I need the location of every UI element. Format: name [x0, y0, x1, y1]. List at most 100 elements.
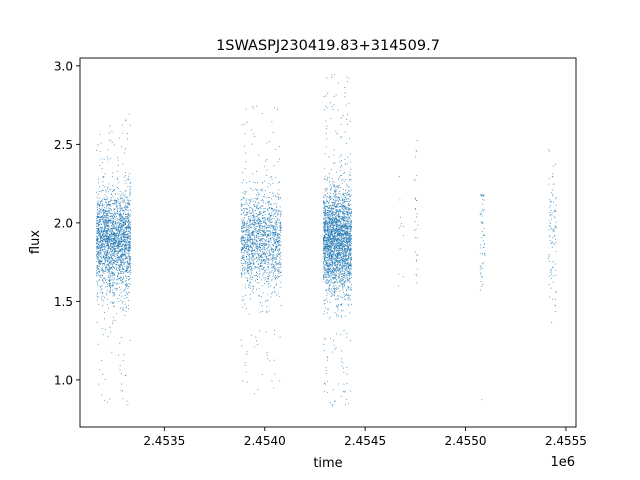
data-point [323, 262, 324, 264]
data-point [120, 228, 122, 229]
data-point [329, 248, 331, 250]
data-point [336, 279, 337, 281]
data-point [96, 220, 98, 222]
data-point [110, 228, 112, 230]
data-point [126, 249, 128, 251]
data-point [332, 256, 334, 258]
data-point [344, 249, 346, 251]
data-point [125, 231, 127, 232]
data-point [257, 224, 259, 226]
data-point [125, 227, 127, 229]
data-point [350, 263, 352, 265]
data-point [338, 193, 340, 195]
data-point [122, 268, 124, 269]
data-point [349, 213, 351, 214]
data-point [273, 213, 275, 215]
data-point [114, 273, 115, 275]
data-point [248, 218, 249, 220]
data-point [116, 251, 118, 253]
data-point [125, 238, 127, 240]
data-point [117, 251, 119, 253]
data-point [241, 237, 242, 239]
data-point [112, 233, 114, 235]
data-point [251, 252, 253, 254]
data-point [253, 215, 255, 216]
data-point [328, 245, 330, 247]
data-point [126, 205, 128, 207]
data-point [105, 243, 107, 245]
data-point [254, 275, 256, 276]
data-point [258, 194, 260, 195]
data-point [256, 243, 258, 245]
data-point [331, 245, 333, 247]
data-point [346, 185, 348, 187]
data-point [121, 269, 123, 271]
data-point [102, 240, 103, 242]
data-point [333, 282, 335, 284]
data-point [258, 208, 259, 210]
data-point [105, 328, 106, 330]
data-point [335, 197, 337, 199]
data-point [111, 243, 113, 244]
data-point [259, 265, 260, 267]
data-point [344, 268, 346, 270]
data-point [111, 302, 113, 304]
data-point [252, 259, 254, 261]
data-point [103, 215, 105, 217]
data-point [110, 248, 112, 249]
data-point [126, 214, 128, 216]
data-point [117, 187, 118, 188]
data-point [106, 237, 108, 239]
data-point [324, 214, 325, 216]
data-point [125, 234, 127, 236]
data-point [99, 236, 101, 237]
data-point [108, 279, 110, 281]
data-point [246, 208, 248, 210]
data-point [268, 182, 270, 184]
data-point [272, 275, 274, 277]
data-point [106, 256, 107, 258]
data-point [100, 274, 102, 276]
data-point [126, 218, 127, 220]
data-point [258, 222, 260, 223]
data-point [103, 222, 105, 224]
data-point [98, 197, 100, 199]
data-point [111, 246, 113, 247]
data-point [129, 339, 131, 341]
data-point [268, 207, 270, 208]
data-point [277, 242, 278, 244]
data-point [270, 234, 272, 236]
data-point [253, 235, 255, 236]
data-point [103, 234, 105, 236]
data-point [103, 237, 105, 238]
data-point [327, 215, 328, 217]
data-point [102, 237, 103, 239]
data-point [244, 362, 246, 364]
data-point [105, 286, 106, 288]
data-point [103, 255, 104, 257]
data-point [109, 189, 111, 191]
data-point [103, 210, 105, 212]
data-point [126, 277, 127, 279]
data-point [342, 206, 344, 207]
data-point [124, 206, 126, 208]
data-point [261, 188, 263, 190]
data-point [248, 234, 250, 235]
data-point [262, 258, 264, 260]
data-point [243, 225, 245, 226]
data-point [272, 272, 274, 274]
data-point [343, 238, 344, 240]
data-point [110, 257, 112, 259]
data-point [271, 207, 273, 209]
data-point [267, 217, 269, 219]
data-point [99, 270, 101, 272]
data-point [266, 306, 268, 307]
data-point [125, 209, 127, 210]
data-point [337, 206, 339, 208]
data-point [127, 268, 129, 269]
data-point [270, 258, 272, 259]
data-point [103, 254, 105, 256]
data-point [273, 203, 275, 205]
data-point [260, 256, 262, 258]
data-point [118, 242, 120, 244]
